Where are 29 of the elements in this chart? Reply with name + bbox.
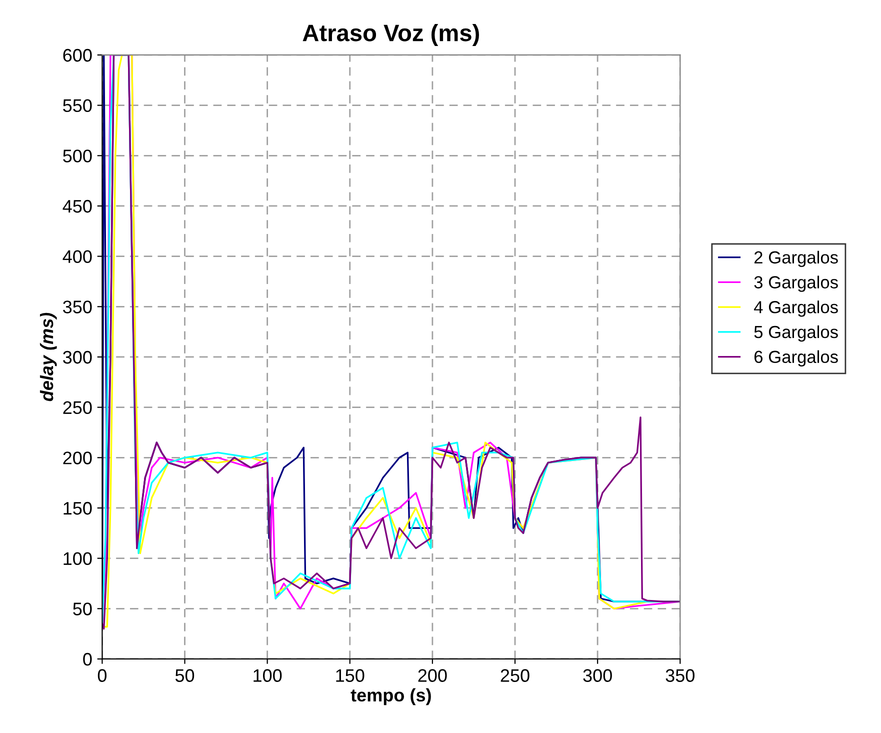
y-tick-label: 550 [63,99,92,112]
y-tick-label: 200 [63,452,92,464]
legend-label: 3 Gargalos [754,276,838,292]
y-tick-label: 100 [64,552,92,566]
legend-label: 5 Gargalos [754,325,838,342]
y-tick-label: 0 [83,652,92,666]
x-tick-label: 200 [418,669,447,682]
x-tick-label: 100 [254,669,282,682]
y-tick-label: 50 [73,602,92,616]
y-tick-label: 600 [63,48,92,62]
y-tick-label: 300 [63,350,92,364]
y-tick-label: 350 [63,300,92,314]
x-tick-label: 300 [583,669,612,682]
x-axis-title: tempo (s) [350,688,431,706]
y-tick-label: 500 [63,150,92,162]
legend-label: 2 Gargalos [754,250,838,268]
x-tick-label: 250 [500,669,530,682]
x-tick-label: 150 [336,669,364,682]
y-tick-label: 450 [62,200,92,213]
chart-title: Atraso Voz (ms) [302,24,479,46]
x-tick-label: 50 [175,669,194,682]
legend-label: 6 Gargalos [754,350,838,366]
y-axis-title: delay (ms) [40,312,57,402]
x-tick-label: 0 [98,669,107,682]
y-tick-label: 150 [64,502,92,515]
y-tick-label: 400 [62,250,92,264]
x-tick-label: 350 [666,669,694,682]
legend-label: 4 Gargalos [754,300,838,317]
y-tick-label: 250 [63,401,92,414]
